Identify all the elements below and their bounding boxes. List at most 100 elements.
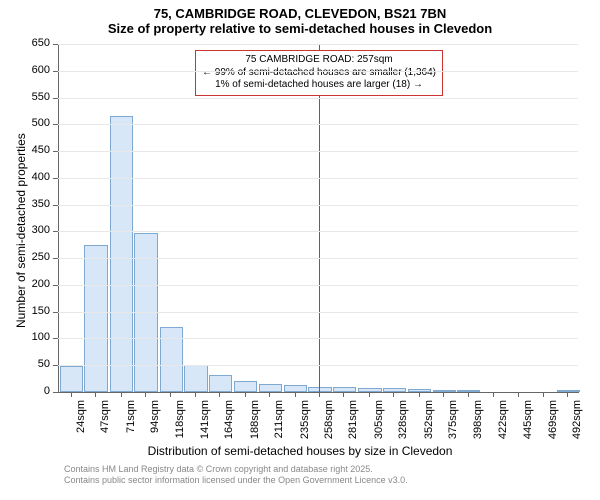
y-tick-label: 150 <box>20 305 50 317</box>
y-gridline <box>58 338 578 339</box>
x-tick-label: 305sqm <box>373 400 385 460</box>
x-tick-label: 118sqm <box>174 400 186 460</box>
x-tick-label: 141sqm <box>199 400 211 460</box>
chart-title-sub: Size of property relative to semi-detach… <box>0 21 600 40</box>
y-tick-label: 100 <box>20 331 50 343</box>
y-tick-label: 300 <box>20 224 50 236</box>
attribution-text: Contains HM Land Registry data © Crown c… <box>64 464 408 486</box>
y-tick-label: 650 <box>20 37 50 49</box>
y-tick-mark <box>53 205 58 206</box>
x-tick-mark <box>443 392 444 397</box>
y-tick-mark <box>53 312 58 313</box>
x-tick-label: 211sqm <box>273 400 285 460</box>
plot-area: 75 CAMBRIDGE ROAD: 257sqm← 99% of semi-d… <box>58 44 579 393</box>
annotation-line2: ← 99% of semi-detached houses are smalle… <box>202 67 436 80</box>
histogram-bar <box>234 381 257 392</box>
x-tick-mark <box>95 392 96 397</box>
x-tick-label: 71sqm <box>125 400 137 460</box>
y-gridline <box>58 205 578 206</box>
y-gridline <box>58 98 578 99</box>
x-tick-label: 352sqm <box>423 400 435 460</box>
x-tick-label: 445sqm <box>522 400 534 460</box>
y-gridline <box>58 71 578 72</box>
x-tick-label: 281sqm <box>347 400 359 460</box>
annotation-box: 75 CAMBRIDGE ROAD: 257sqm← 99% of semi-d… <box>195 50 443 96</box>
x-tick-label: 94sqm <box>149 400 161 460</box>
y-tick-label: 350 <box>20 198 50 210</box>
y-tick-mark <box>53 285 58 286</box>
y-gridline <box>58 124 578 125</box>
x-tick-mark <box>468 392 469 397</box>
y-tick-label: 500 <box>20 117 50 129</box>
x-tick-mark <box>543 392 544 397</box>
histogram-bar <box>408 389 431 392</box>
x-tick-mark <box>219 392 220 397</box>
y-gridline <box>58 365 578 366</box>
y-tick-mark <box>53 178 58 179</box>
x-tick-label: 422sqm <box>497 400 509 460</box>
x-tick-label: 258sqm <box>323 400 335 460</box>
x-tick-label: 398sqm <box>472 400 484 460</box>
annotation-line1: 75 CAMBRIDGE ROAD: 257sqm <box>202 54 436 67</box>
x-tick-mark <box>419 392 420 397</box>
histogram-bar <box>557 390 580 392</box>
x-tick-mark <box>145 392 146 397</box>
histogram-bar <box>184 365 207 392</box>
x-tick-mark <box>269 392 270 397</box>
x-tick-mark <box>245 392 246 397</box>
histogram-bar <box>209 375 232 392</box>
x-tick-label: 492sqm <box>571 400 583 460</box>
y-tick-label: 400 <box>20 171 50 183</box>
histogram-bar <box>259 384 282 392</box>
y-tick-label: 200 <box>20 278 50 290</box>
y-tick-mark <box>53 44 58 45</box>
x-tick-mark <box>393 392 394 397</box>
reference-line <box>319 44 320 392</box>
histogram-bar <box>457 390 480 392</box>
x-tick-mark <box>195 392 196 397</box>
histogram-bar <box>284 385 307 392</box>
x-tick-mark <box>567 392 568 397</box>
x-tick-label: 47sqm <box>99 400 111 460</box>
y-gridline <box>58 44 578 45</box>
histogram-bar <box>60 366 83 392</box>
attribution-line2: Contains public sector information licen… <box>64 475 408 486</box>
y-tick-mark <box>53 151 58 152</box>
y-gridline <box>58 231 578 232</box>
y-tick-mark <box>53 258 58 259</box>
x-tick-mark <box>493 392 494 397</box>
y-tick-mark <box>53 338 58 339</box>
y-tick-label: 50 <box>20 358 50 370</box>
histogram-bar <box>433 390 456 392</box>
chart-title-main: 75, CAMBRIDGE ROAD, CLEVEDON, BS21 7BN <box>0 0 600 21</box>
x-tick-mark <box>295 392 296 397</box>
y-gridline <box>58 151 578 152</box>
x-tick-mark <box>369 392 370 397</box>
y-tick-label: 450 <box>20 144 50 156</box>
x-tick-label: 375sqm <box>447 400 459 460</box>
histogram-bar <box>110 116 133 392</box>
y-tick-mark <box>53 124 58 125</box>
histogram-bar <box>160 327 183 392</box>
histogram-bar <box>308 387 331 392</box>
y-gridline <box>58 285 578 286</box>
y-gridline <box>58 258 578 259</box>
histogram-bar <box>383 388 406 392</box>
y-tick-mark <box>53 392 58 393</box>
x-tick-mark <box>518 392 519 397</box>
attribution-line1: Contains HM Land Registry data © Crown c… <box>64 464 408 475</box>
x-tick-mark <box>121 392 122 397</box>
x-tick-mark <box>71 392 72 397</box>
y-gridline <box>58 178 578 179</box>
y-tick-label: 250 <box>20 251 50 263</box>
y-tick-label: 0 <box>20 385 50 397</box>
y-tick-mark <box>53 231 58 232</box>
x-tick-mark <box>343 392 344 397</box>
x-tick-label: 24sqm <box>75 400 87 460</box>
y-tick-mark <box>53 365 58 366</box>
x-tick-label: 235sqm <box>299 400 311 460</box>
histogram-bar <box>84 245 107 392</box>
x-tick-mark <box>319 392 320 397</box>
x-tick-label: 469sqm <box>547 400 559 460</box>
y-tick-mark <box>53 71 58 72</box>
